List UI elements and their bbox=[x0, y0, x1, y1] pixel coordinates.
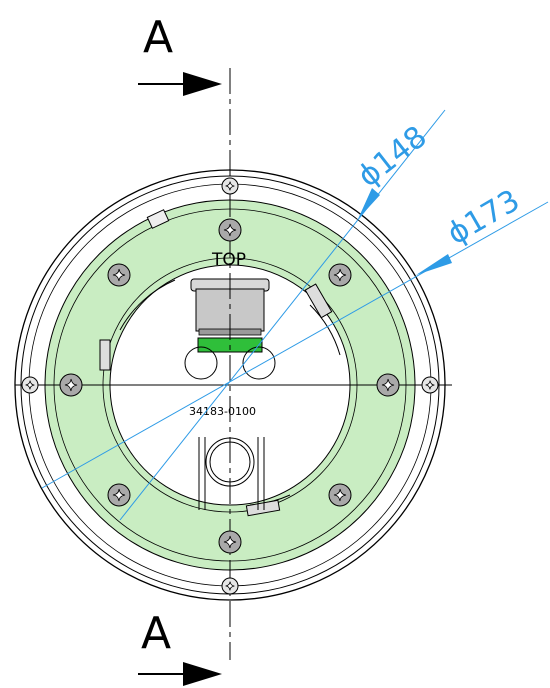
screw-icon bbox=[107, 483, 131, 507]
clip-bottom bbox=[245, 499, 281, 517]
screw-icon bbox=[107, 263, 131, 287]
screw-group bbox=[21, 177, 439, 595]
section-marker-bottom: A bbox=[138, 608, 222, 686]
screw-icon bbox=[221, 577, 239, 595]
screw-icon bbox=[218, 218, 242, 242]
section-label-top: A bbox=[143, 12, 173, 63]
screw-icon bbox=[328, 263, 352, 287]
section-marker-top: A bbox=[138, 12, 222, 96]
screw-icon bbox=[59, 373, 83, 397]
dimension-label-outer: ϕ173 bbox=[442, 183, 526, 252]
dimension-arrow-icon bbox=[416, 254, 452, 275]
screw-icon bbox=[421, 376, 439, 394]
dimension-arrow-icon bbox=[358, 188, 380, 219]
dimension-outer bbox=[41, 201, 549, 489]
screw-icon bbox=[221, 177, 239, 195]
clip-right bbox=[304, 283, 333, 319]
section-label-bottom: A bbox=[141, 608, 171, 659]
green-mounting-ring bbox=[44, 199, 416, 571]
dimension-inner bbox=[119, 109, 446, 521]
screw-icon bbox=[328, 483, 352, 507]
small-tab bbox=[146, 209, 170, 229]
orientation-label: TOP bbox=[211, 250, 246, 270]
screw-icon bbox=[376, 373, 400, 397]
clip-left bbox=[99, 339, 111, 371]
section-arrow-icon bbox=[183, 662, 222, 686]
part-number-label: 34183-0100 bbox=[189, 405, 256, 418]
section-arrow-icon bbox=[183, 72, 222, 96]
screw-icon bbox=[218, 530, 242, 554]
screw-icon bbox=[21, 376, 39, 394]
dimension-label-inner: ϕ148 bbox=[351, 119, 433, 194]
